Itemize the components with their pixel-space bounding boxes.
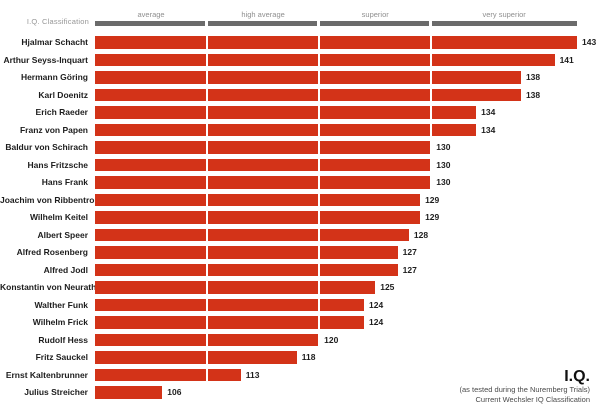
bar	[95, 88, 521, 101]
bar	[95, 316, 365, 329]
category-label: Karl Doenitz	[38, 89, 88, 100]
value-label: 106	[167, 387, 182, 397]
value-label: 138	[525, 72, 541, 82]
value-label: 129	[425, 194, 440, 205]
category-label: Hans Fritzsche	[27, 159, 88, 170]
bar	[95, 298, 365, 311]
bar	[95, 351, 297, 364]
bar	[95, 228, 409, 241]
value-label: 130	[436, 142, 451, 152]
category-label: Joachim von Ribbentrop	[0, 194, 100, 205]
category-label: Franz von Papen	[19, 124, 88, 135]
category-label: Wilhelm Keitel	[29, 212, 88, 222]
value-label: 130	[436, 159, 451, 170]
bar	[95, 71, 521, 84]
value-label: 124	[369, 317, 384, 327]
bar	[95, 176, 432, 189]
category-label: Albert Speer	[37, 229, 88, 240]
classification-label: very superior	[482, 10, 526, 19]
value-label: 113	[245, 369, 260, 380]
chart-title: I.Q.	[564, 368, 590, 385]
value-label: 124	[369, 299, 384, 310]
category-label: Rudolf Hess	[38, 334, 88, 345]
chart-subtitle-1: (as tested during the Nuremberg Trials)	[459, 385, 590, 394]
category-label: Erich Raeder	[35, 107, 88, 117]
bar	[95, 123, 477, 136]
bar	[95, 246, 398, 259]
value-label: 127	[402, 247, 417, 257]
classification-segment	[95, 21, 206, 26]
chart-footer: I.Q. (as tested during the Nuremberg Tri…	[460, 368, 590, 404]
value-label: 134	[481, 107, 496, 117]
category-label: Alfred Rosenberg	[16, 247, 88, 257]
value-label: 130	[436, 177, 451, 187]
bar	[95, 368, 241, 381]
classification-segment	[432, 21, 577, 26]
bar	[95, 53, 555, 66]
value-label: 143	[582, 37, 597, 47]
bar	[95, 158, 432, 171]
bar	[95, 263, 398, 276]
bar	[95, 106, 477, 119]
category-label: Wilhelm Frick	[32, 317, 88, 327]
category-label: Alfred Jodl	[43, 264, 88, 275]
category-label: Walther Funk	[34, 299, 88, 310]
classification-segment	[320, 21, 430, 26]
category-label: Hans Frank	[41, 177, 88, 187]
category-label: Baldur von Schirach	[5, 142, 88, 152]
value-label: 120	[324, 334, 339, 345]
category-label: Fritz Sauckel	[35, 352, 88, 362]
category-label: Ernst Kaltenbrunner	[5, 369, 88, 380]
value-label: 125	[380, 282, 395, 292]
bar	[95, 281, 376, 294]
bar	[95, 386, 163, 399]
value-label: 129	[425, 212, 440, 222]
value-label: 128	[413, 229, 429, 240]
classification-boundary-gridline	[318, 33, 321, 400]
value-label: 127	[402, 264, 417, 275]
category-label: Arthur Seyss-Inquart	[3, 54, 88, 65]
bar	[95, 36, 577, 49]
bar	[95, 141, 432, 154]
chart-subtitle-2: Current Wechsler IQ Classification	[475, 394, 590, 404]
category-label: Konstantin von Neurath	[0, 282, 97, 292]
bar	[95, 211, 421, 224]
classification-segment	[208, 21, 318, 26]
classification-label: high average	[241, 10, 285, 19]
classification-axis-title: I.Q. Classification	[26, 17, 89, 26]
bar	[95, 193, 421, 206]
value-label: 134	[481, 124, 496, 135]
classification-boundary-gridline	[206, 33, 209, 400]
classification-label: average	[137, 10, 165, 19]
value-label: 141	[559, 54, 574, 65]
value-label: 138	[525, 89, 541, 100]
category-label: Julius Streicher	[24, 387, 88, 397]
category-label: Hermann Göring	[20, 72, 88, 82]
classification-label: superior	[361, 10, 389, 19]
value-label: 118	[301, 352, 316, 362]
classification-boundary-gridline	[430, 33, 433, 400]
category-label: Hjalmar Schacht	[21, 37, 88, 47]
